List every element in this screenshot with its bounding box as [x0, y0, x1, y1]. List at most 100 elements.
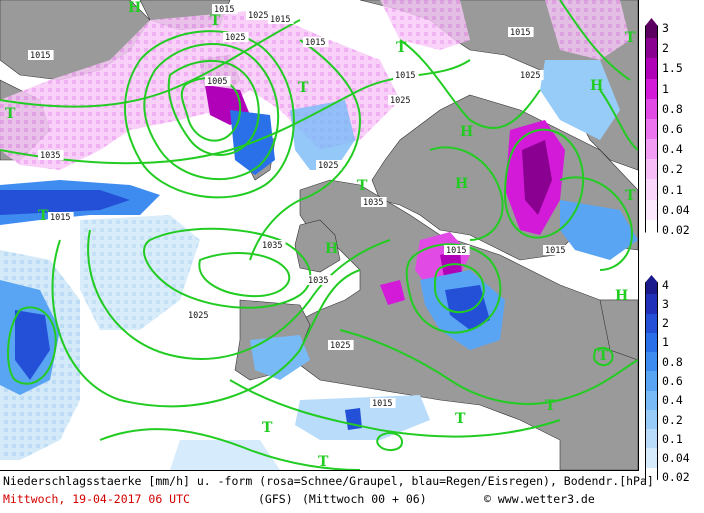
legend-label: 0.2 [662, 412, 683, 427]
high-pressure-marker: H [128, 0, 141, 16]
legend-swatch [645, 352, 658, 372]
high-pressure-marker: H [460, 124, 473, 140]
high-pressure-marker: H [590, 78, 603, 94]
isobar-label: 1015 [545, 246, 565, 256]
isobar-label: 1035 [262, 241, 282, 251]
isobar-label-bg [212, 4, 238, 14]
isobar-label-bg [260, 240, 286, 250]
pressure-centers: H H H H H H T T T T T T T T T T T T T [5, 0, 636, 470]
legend-label: 0.2 [662, 162, 683, 177]
low-pressure-marker: T [545, 398, 556, 414]
low-pressure-marker: T [5, 106, 16, 122]
copyright-link[interactable]: © www.wetter3.de [484, 492, 595, 506]
isobar-label-bg [186, 310, 212, 320]
legend-swatch [645, 467, 658, 487]
low-pressure-marker: T [210, 13, 221, 29]
legend-label: 0.8 [662, 101, 683, 116]
isobar-label: 1015 [214, 5, 234, 15]
isobar-label: 1015 [50, 213, 70, 223]
low-pressure-marker: T [38, 208, 49, 224]
isobar-label: 1025 [225, 33, 245, 43]
legend-swatch [645, 219, 658, 240]
legend-label: 0.6 [662, 122, 683, 136]
isobar-label: 1035 [40, 151, 60, 161]
legend-swatch [645, 139, 658, 160]
low-pressure-marker: T [318, 454, 329, 470]
isobar-label: 1025 [330, 341, 350, 351]
isobar-label-bg [328, 340, 354, 350]
legend-label: 0.04 [662, 451, 690, 466]
legend-swatch [645, 448, 658, 468]
caption-run: (Mittwoch 00 + 06) [302, 492, 427, 506]
isobar-label-bg [28, 50, 54, 60]
isobar-label-bg [316, 160, 342, 170]
legend-swatch [645, 332, 658, 353]
isobar-label: 1005 [207, 77, 227, 87]
isobar-labels: 1015101510151015101510151025102510251025… [28, 4, 569, 409]
legend-swatch [645, 179, 658, 200]
isobar-label: 1035 [308, 276, 328, 286]
isobar-label-bg [205, 76, 231, 86]
legend-label: 2 [662, 316, 669, 331]
legend-label: 0.04 [662, 202, 690, 217]
isobar-label-bg [508, 27, 534, 37]
low-pressure-marker: T [625, 30, 636, 46]
isobar-label-bg [303, 37, 329, 47]
isobar-label-bg [518, 70, 544, 80]
isobar-label: 1015 [446, 246, 466, 256]
isobar-label-bg [38, 150, 64, 160]
legend-swatch [645, 199, 658, 220]
isobar-label-bg [543, 245, 569, 255]
low-pressure-marker: T [625, 188, 636, 204]
isobar-label: 1015 [305, 38, 325, 48]
legend-label: 0.8 [662, 354, 683, 369]
low-pressure-marker: T [455, 411, 466, 427]
legend-label: 1.5 [662, 61, 683, 76]
rain-legend: 4 3 2 1 0.8 0.6 0.4 0.2 0.1 0.04 0.02 [640, 275, 704, 487]
isobar-label: 1015 [30, 51, 50, 61]
isobar-label: 1025 [248, 11, 268, 21]
isobar-label-bg [388, 95, 414, 105]
low-pressure-marker: T [396, 40, 407, 56]
caption-date: Mittwoch, 19-04-2017 06 UTC [3, 492, 190, 506]
legend-swatch [645, 429, 658, 449]
legend-label: 3 [662, 296, 669, 311]
isobar-label: 1015 [395, 71, 415, 81]
low-pressure-marker: T [298, 80, 309, 96]
legend-label: 2 [662, 41, 669, 56]
legend-label: 3 [662, 21, 669, 36]
legend-swatch [645, 371, 658, 391]
legend-swatch [645, 275, 658, 295]
legend-swatch [645, 18, 658, 39]
isobar-label-bg [444, 245, 470, 255]
isobar-label-bg [246, 10, 272, 20]
isobar-label: 1025 [520, 71, 540, 81]
legend-swatch [645, 38, 658, 59]
low-pressure-marker: T [357, 178, 368, 194]
rain-color-scale [645, 275, 658, 487]
isobar-label-bg [361, 197, 387, 207]
legend-swatch [645, 159, 658, 180]
caption-model: (GFS) [258, 492, 293, 506]
legend-swatch [645, 313, 658, 333]
isobar-label: 1035 [363, 198, 383, 208]
precipitation-pressure-map: 1015101510151015101510151025102510251025… [0, 0, 639, 471]
isobar-label: 1015 [372, 399, 392, 409]
legend-swatch [645, 98, 658, 119]
isobar-label: 1025 [318, 161, 338, 171]
legend-swatch [645, 390, 658, 410]
legend-label: 0.4 [662, 142, 683, 157]
legend-label: 0.1 [662, 182, 683, 197]
legend-swatch [645, 118, 658, 140]
high-pressure-marker: H [325, 241, 338, 257]
isobar-label: 1015 [270, 15, 290, 25]
legend-swatch [645, 294, 658, 314]
isobar-label-bg [306, 275, 332, 285]
legend-label: 1 [662, 335, 669, 350]
rain-precip [0, 60, 638, 470]
low-pressure-marker: T [598, 348, 609, 364]
snow-color-scale [645, 18, 658, 240]
legend-label: 4 [662, 277, 669, 292]
high-pressure-marker: H [615, 288, 628, 304]
